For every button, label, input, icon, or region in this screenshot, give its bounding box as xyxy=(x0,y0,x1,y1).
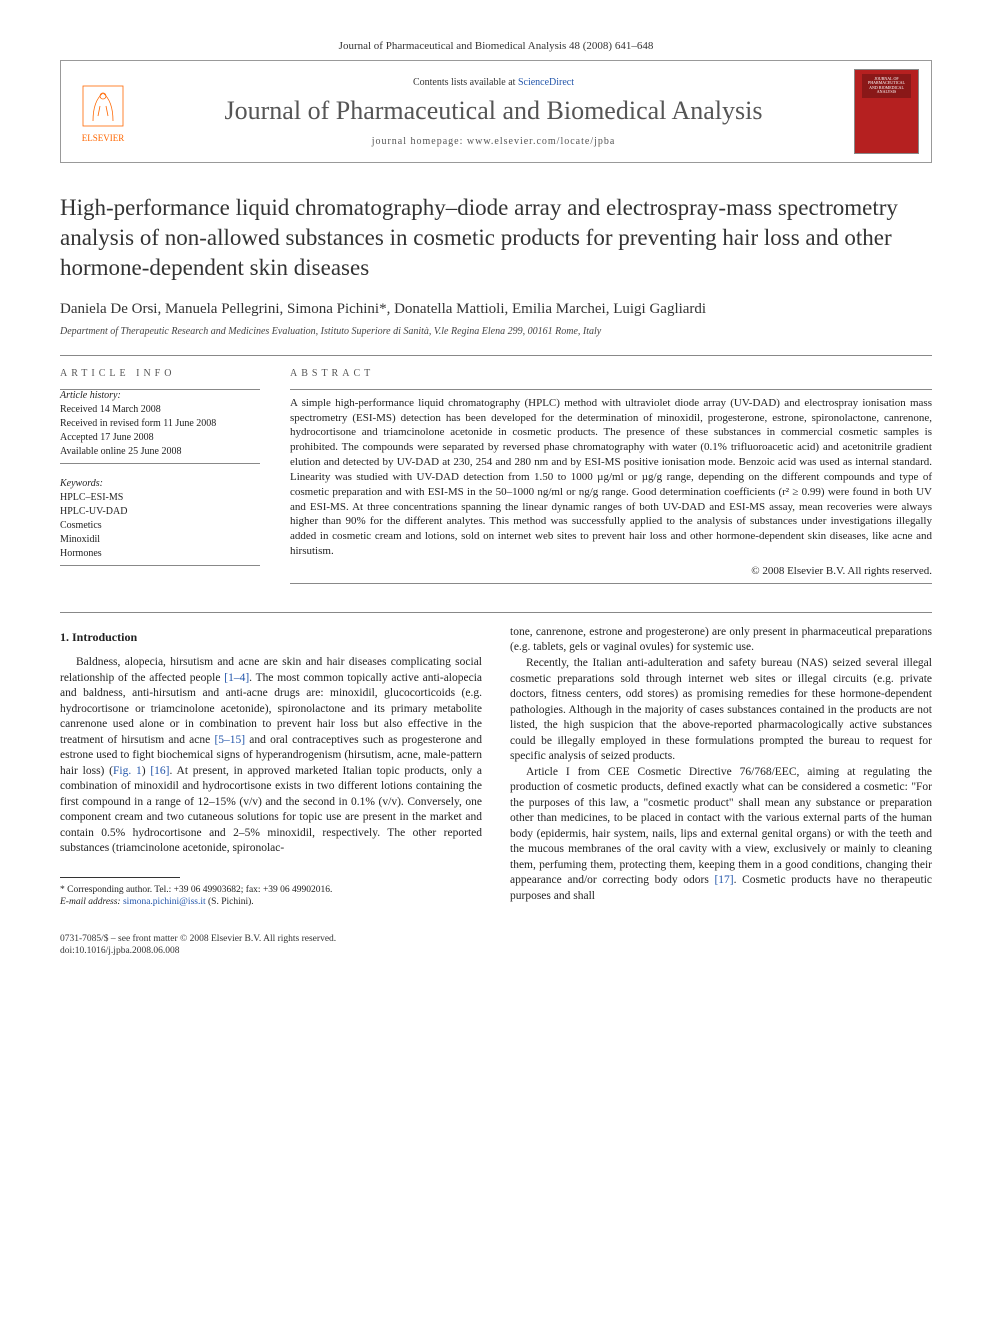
history-line: Received in revised form 11 June 2008 xyxy=(60,417,260,431)
corresponding-author-footnote: * Corresponding author. Tel.: +39 06 499… xyxy=(60,884,482,896)
keywords-label: Keywords: xyxy=(60,478,260,489)
abstract-column: ABSTRACT A simple high-performance liqui… xyxy=(290,368,932,584)
contents-line: Contents lists available at ScienceDirec… xyxy=(153,77,834,88)
body-paragraph: Baldness, alopecia, hirsutism and acne a… xyxy=(60,655,482,857)
abstract-text: A simple high-performance liquid chromat… xyxy=(290,396,932,559)
ref-link[interactable]: [17] xyxy=(714,874,733,886)
cover-title: JOURNAL OF PHARMACEUTICAL AND BIOMEDICAL… xyxy=(862,74,912,98)
section-heading: 1. Introduction xyxy=(60,629,482,645)
publisher-name: ELSEVIER xyxy=(82,133,125,143)
body-paragraph: tone, canrenone, estrone and progesteron… xyxy=(510,625,932,656)
header-citation: Journal of Pharmaceutical and Biomedical… xyxy=(60,40,932,52)
history-label: Article history: xyxy=(60,390,260,401)
article-title: High-performance liquid chromatography–d… xyxy=(60,193,932,283)
ref-link[interactable]: [5–15] xyxy=(214,734,245,746)
abstract-heading: ABSTRACT xyxy=(290,368,932,379)
article-info-sidebar: ARTICLE INFO Article history: Received 1… xyxy=(60,368,260,584)
doi-line: doi:10.1016/j.jpba.2008.06.008 xyxy=(60,945,932,957)
history-line: Received 14 March 2008 xyxy=(60,403,260,417)
body-text: . At present, in approved marketed Itali… xyxy=(60,765,482,855)
homepage-url[interactable]: www.elsevier.com/locate/jpba xyxy=(467,136,615,147)
history-line: Available online 25 June 2008 xyxy=(60,445,260,459)
journal-name: Journal of Pharmaceutical and Biomedical… xyxy=(153,96,834,126)
header-box: ELSEVIER Contents lists available at Sci… xyxy=(60,60,932,163)
history-line: Accepted 17 June 2008 xyxy=(60,431,260,445)
divider xyxy=(60,355,932,356)
ref-link[interactable]: [1–4] xyxy=(224,672,249,684)
divider xyxy=(60,612,932,613)
email-footnote: E-mail address: simona.pichini@iss.it (S… xyxy=(60,896,482,908)
body-columns: 1. Introduction Baldness, alopecia, hirs… xyxy=(60,625,932,909)
keyword: HPLC–ESI-MS xyxy=(60,491,260,505)
authors-list: Daniela De Orsi, Manuela Pellegrini, Sim… xyxy=(60,301,932,318)
body-paragraph: Article I from CEE Cosmetic Directive 76… xyxy=(510,765,932,905)
body-paragraph: Recently, the Italian anti-adulteration … xyxy=(510,656,932,765)
email-label: E-mail address: xyxy=(60,897,123,907)
figure-link[interactable]: Fig. 1 xyxy=(113,765,142,777)
email-who: (S. Pichini). xyxy=(206,897,254,907)
front-matter-line: 0731-7085/$ – see front matter © 2008 El… xyxy=(60,933,932,958)
issn-line: 0731-7085/$ – see front matter © 2008 El… xyxy=(60,933,932,945)
ref-link[interactable]: [16] xyxy=(150,765,169,777)
body-text: Article I from CEE Cosmetic Directive 76… xyxy=(510,766,932,887)
keyword: Hormones xyxy=(60,547,260,561)
homepage-prefix: journal homepage: xyxy=(372,136,467,147)
keyword: Minoxidil xyxy=(60,533,260,547)
contents-prefix: Contents lists available at xyxy=(413,77,518,88)
footnote-separator xyxy=(60,877,180,878)
journal-cover-thumb: JOURNAL OF PHARMACEUTICAL AND BIOMEDICAL… xyxy=(854,69,919,154)
info-heading: ARTICLE INFO xyxy=(60,368,260,379)
affiliation: Department of Therapeutic Research and M… xyxy=(60,326,932,337)
keyword: Cosmetics xyxy=(60,519,260,533)
elsevier-logo: ELSEVIER xyxy=(73,77,133,147)
keyword: HPLC-UV-DAD xyxy=(60,505,260,519)
email-link[interactable]: simona.pichini@iss.it xyxy=(123,897,206,907)
sciencedirect-link[interactable]: ScienceDirect xyxy=(518,77,574,88)
abstract-copyright: © 2008 Elsevier B.V. All rights reserved… xyxy=(290,565,932,577)
homepage-line: journal homepage: www.elsevier.com/locat… xyxy=(153,136,834,147)
